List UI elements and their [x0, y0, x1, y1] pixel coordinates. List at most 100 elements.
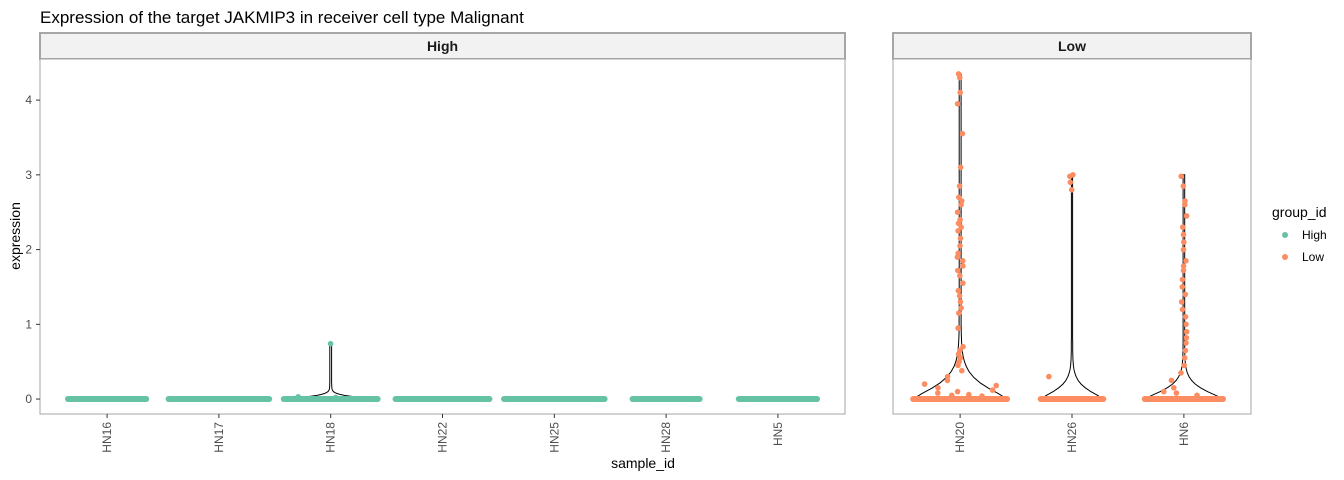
data-point-hn26	[1068, 187, 1075, 193]
data-point-hn6	[1182, 347, 1189, 354]
y-axis: 0 1 2 3 4	[25, 93, 40, 406]
legend-key-low	[1282, 254, 1288, 260]
data-point-hn6	[1173, 390, 1180, 396]
data-point-hn6	[1171, 385, 1177, 391]
data-point-hn6	[1180, 183, 1187, 189]
data-point-hn20	[955, 228, 961, 234]
data-point-hn18	[333, 394, 339, 401]
data-point-hn6	[1178, 299, 1185, 305]
facet-panel-high: High HN16 HN17 HN18 HN22 HN25 HN28 HN5	[39, 32, 846, 453]
facet-plot-area-low	[892, 58, 1252, 415]
legend-items: High Low	[1282, 228, 1327, 264]
data-point-hn20	[935, 385, 941, 391]
data-point-hn20	[960, 343, 966, 350]
data-point-hn6	[1168, 377, 1175, 384]
data-point-hn6	[1194, 392, 1200, 399]
x-ticks-low: HN20 HN26 HN6	[953, 414, 1191, 453]
data-point-hn6	[1183, 258, 1189, 264]
x-axis-title: sample_id	[611, 455, 675, 471]
data-point-hn20	[956, 194, 962, 201]
x-tick-label-hn22: HN22	[436, 422, 450, 453]
data-point-hn20	[966, 391, 972, 398]
x-tick-label-hn17: HN17	[212, 422, 226, 453]
violin-hn6	[1144, 174, 1224, 400]
data-point-hn20	[956, 310, 962, 316]
data-point-hn20	[979, 393, 985, 399]
chart-title: Expression of the target JAKMIP3 in rece…	[40, 8, 524, 27]
legend-key-high	[1282, 232, 1288, 238]
data-point-hn20	[957, 89, 963, 96]
data-point-hn20	[960, 258, 966, 264]
data-point-hn6	[1183, 329, 1190, 335]
data-point-hn6	[1179, 276, 1186, 283]
data-point-hn20	[956, 183, 963, 189]
legend: group_id High Low	[1272, 204, 1327, 264]
data-point-hn6	[1182, 291, 1189, 298]
x-tick-label-hn28: HN28	[659, 422, 673, 453]
x-tick-label-hn5: HN5	[771, 422, 785, 446]
data-point-hn20	[993, 382, 999, 389]
data-point-hn20	[960, 280, 966, 287]
data-point-hn6	[1180, 267, 1187, 274]
facet-marks-low	[910, 71, 1227, 403]
data-point-hn6	[1180, 246, 1187, 253]
data-point-hn6	[1183, 213, 1190, 219]
data-point-hn18	[327, 340, 334, 347]
facet-label-high: High	[427, 38, 458, 54]
data-point-hn20	[921, 381, 928, 387]
data-point-hn20	[959, 367, 965, 374]
data-point-hn6	[1182, 201, 1188, 208]
data-point-hn6	[1181, 239, 1187, 245]
data-point-hn20	[958, 201, 964, 208]
data-point-hn20	[958, 224, 964, 230]
data-point-hn20	[958, 305, 964, 311]
data-point-hn26	[1046, 373, 1052, 380]
x-tick-label-hn25: HN25	[547, 422, 561, 453]
data-point-hn20	[955, 287, 962, 294]
facet-plot-area-high	[39, 58, 846, 415]
facet-label-low: Low	[1058, 38, 1086, 54]
y-tick-label: 2	[25, 243, 32, 257]
x-ticks-high: HN16 HN17 HN18 HN22 HN25 HN28 HN5	[100, 414, 785, 453]
facet-strip-low	[892, 32, 1252, 60]
data-point-hn6	[1181, 362, 1187, 369]
data-point-hn20	[959, 130, 966, 137]
data-point-hn6	[1179, 284, 1186, 290]
x-tick-label-hn20: HN20	[953, 422, 967, 453]
y-axis-title: expression	[7, 202, 23, 270]
data-point-hn20	[955, 325, 961, 331]
x-tick-label-hn18: HN18	[324, 422, 338, 453]
data-point-hn6	[1183, 340, 1189, 346]
data-point-hn26	[1067, 173, 1073, 180]
data-point-hn20	[957, 235, 964, 242]
data-point-hn20	[957, 272, 963, 279]
facet-panel-low: Low HN20 HN26 HN6	[892, 32, 1252, 453]
data-point-hn6	[1178, 173, 1184, 180]
data-point-hn6	[1183, 335, 1190, 341]
data-point-hn20	[957, 164, 964, 171]
data-point-hn20	[935, 390, 941, 396]
data-point-hn6	[1178, 370, 1184, 376]
data-point-hn20	[957, 299, 964, 305]
data-point-hn6	[1161, 388, 1167, 395]
facet-marks-high	[64, 340, 821, 403]
data-point-hn20	[954, 209, 961, 215]
data-point-hn18	[295, 394, 302, 400]
data-point-hn20	[957, 243, 963, 249]
data-point-hn6	[1180, 224, 1186, 230]
y-tick-label: 4	[25, 93, 32, 107]
data-point-hn20	[957, 74, 963, 81]
x-tick-label-hn26: HN26	[1065, 422, 1079, 453]
legend-title: group_id	[1272, 204, 1327, 220]
data-point-hn20	[955, 362, 961, 369]
data-point-hn20	[954, 254, 961, 260]
data-point-hn6	[1182, 314, 1189, 320]
data-point-hn20	[956, 293, 963, 299]
data-point-hn20	[954, 388, 961, 395]
y-tick-label: 1	[25, 317, 32, 331]
data-point-hn6	[1183, 321, 1189, 328]
data-point-hn20	[949, 392, 955, 399]
data-point-hn6	[1181, 355, 1188, 361]
x-tick-label-hn16: HN16	[100, 422, 114, 453]
